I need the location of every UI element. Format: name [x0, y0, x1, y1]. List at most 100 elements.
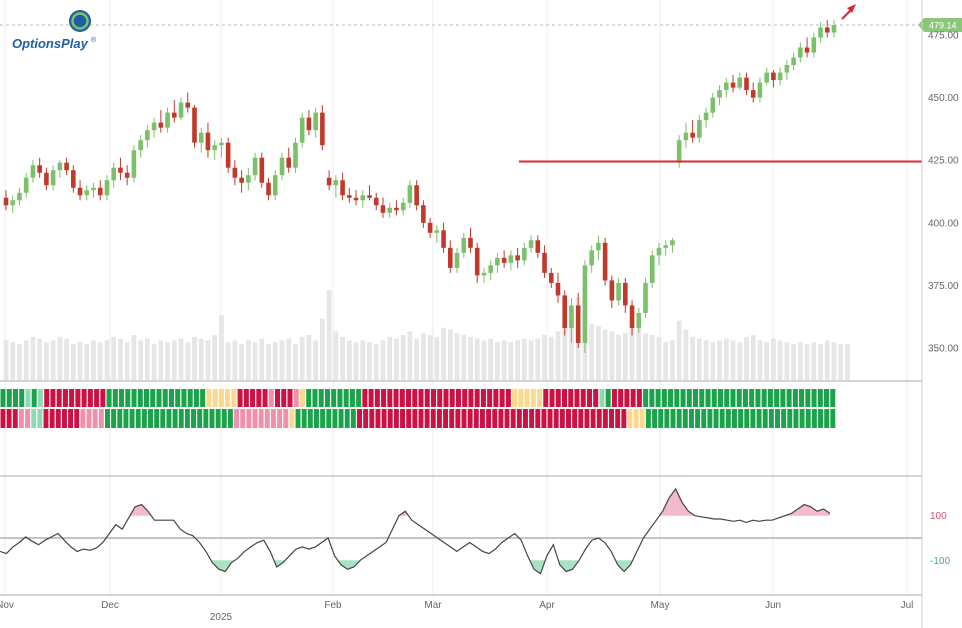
candle-body [299, 117, 305, 143]
volume-bar [656, 336, 662, 380]
trend-strip-cell [649, 389, 655, 407]
trend-strip-cell [227, 409, 233, 428]
trend-strip-cell [561, 389, 568, 407]
volume-bar [717, 340, 722, 380]
trend-strip-cell [742, 389, 748, 407]
candle-body [326, 177, 332, 186]
volume-bar [279, 340, 285, 380]
volume-bar [683, 329, 689, 380]
volume-bar [730, 340, 736, 380]
price-tick-label: 350.00 [928, 344, 959, 355]
trend-strip-cell [530, 389, 536, 407]
volume-bar [696, 338, 702, 380]
volume-bar [239, 344, 245, 380]
trend-strip-cell [37, 409, 43, 428]
candlesticks [3, 19, 837, 354]
trend-strip-cell [277, 409, 283, 428]
volume-bar [380, 340, 386, 380]
volume-bar [198, 338, 204, 380]
trend-strip-cell [369, 409, 375, 428]
volume-bar [212, 335, 218, 380]
trend-strip-cell [112, 389, 118, 407]
candle-body [636, 312, 642, 328]
trend-strip-cell [717, 389, 724, 407]
candle-body [663, 245, 669, 248]
candle-body [495, 257, 500, 266]
cci-tick-label: -100 [930, 556, 950, 567]
candle-body [575, 305, 581, 343]
candle-body [185, 102, 191, 108]
trend-strip-cell [761, 389, 767, 407]
candle-body [528, 240, 534, 248]
trend-strip-cell [175, 389, 181, 407]
candle-body [3, 197, 9, 206]
volume-bar [225, 342, 231, 380]
candle-body [313, 112, 318, 131]
trend-strip-cell [178, 409, 184, 428]
trend-strip-cell [487, 389, 493, 407]
trend-strip-cell [246, 409, 252, 428]
trend-strip-cell [250, 389, 256, 407]
volume-bar [306, 335, 312, 380]
candle-body [165, 112, 170, 128]
trend-strip-cell [436, 409, 442, 428]
trend-strip-cell [75, 389, 81, 407]
candle-body [501, 257, 507, 263]
candle-body [111, 167, 117, 181]
trend-strip-cell [455, 409, 461, 428]
trend-strip-cell [655, 389, 661, 407]
candle-body [737, 77, 743, 88]
trend-strip-cell [486, 409, 492, 428]
price-axis-ticks: 475.00 450.00 425.00 400.00 375.00 350.00 [928, 31, 959, 355]
volume-bar [791, 344, 797, 380]
candle-body [118, 167, 123, 173]
trend-strip-cell [203, 409, 209, 428]
trend-strip-cell [686, 389, 692, 407]
trend-strip-cell [529, 409, 535, 428]
volume-bar [447, 329, 453, 380]
trend-strip-cell [301, 409, 307, 428]
candle-body [609, 280, 615, 301]
cci-indicator: 100 -100 [0, 487, 950, 575]
trend-strip-cell [818, 409, 824, 428]
trend-strip-cell [326, 409, 332, 428]
trend-strip-cell [774, 389, 780, 407]
trend-strip-cell [399, 389, 405, 407]
trend-strip-cell [337, 389, 343, 407]
volume-bar [723, 338, 729, 380]
trend-strip-cell [240, 409, 246, 428]
volume-bar [23, 340, 29, 380]
trend-strip-cell [209, 409, 215, 428]
volume-bar [548, 336, 554, 380]
volume-bar [367, 342, 372, 380]
trend-strip-cell [381, 409, 387, 428]
trend-strip-cell [443, 409, 449, 428]
candle-body [259, 157, 265, 183]
trend-strip-cell [830, 389, 836, 407]
volume-bar [178, 338, 184, 380]
trend-strip-cell [762, 409, 768, 428]
candle-body [791, 57, 796, 66]
volume-bar [771, 338, 776, 380]
trend-strip-cell [187, 389, 193, 407]
trend-strip-cell [31, 409, 37, 428]
trend-strip-cell [289, 409, 295, 428]
candle-body [569, 305, 574, 328]
trend-strip-cell [430, 389, 437, 407]
volume-bar [750, 335, 756, 380]
trend-strip-cell [43, 409, 49, 428]
volume-bar [501, 340, 507, 380]
trend-strip-cell [643, 389, 649, 407]
volume-bar [333, 331, 339, 380]
candle-body [30, 165, 36, 178]
trend-strip-cell [156, 389, 162, 407]
cci-fill-segment [341, 560, 348, 570]
volume-bar [757, 340, 763, 380]
cci-tick-label: 100 [930, 511, 947, 522]
trend-strip-cell [25, 389, 31, 407]
trend-strip-cell [621, 409, 627, 428]
trend-strip-cell [412, 409, 418, 428]
candle-body [468, 237, 473, 248]
candle-body [683, 132, 689, 141]
volume-bar [387, 336, 393, 380]
